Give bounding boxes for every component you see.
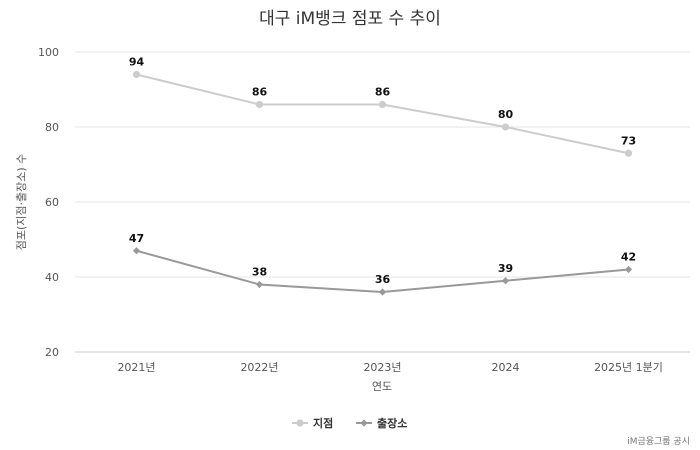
- data-point: [132, 70, 141, 79]
- data-point: [255, 280, 264, 289]
- series-1: 94 86 86 80 73: [129, 56, 636, 157]
- data-point: [378, 100, 387, 109]
- data-point: [624, 149, 633, 157]
- y-axis-label: 점포(지점·출장소) 수: [15, 154, 28, 251]
- x-tick-label: 2021년: [117, 361, 155, 374]
- y-tick-label: 60: [45, 196, 59, 209]
- data-label: 39: [498, 262, 513, 275]
- grid-lines: [75, 51, 690, 353]
- x-tick-label: 2024: [492, 361, 520, 374]
- data-point: [624, 265, 633, 274]
- series-2: 47 38 36 39 42: [129, 232, 636, 296]
- x-axis-label: 연도: [372, 380, 392, 393]
- y-tick-label: 40: [45, 271, 59, 284]
- data-label: 73: [621, 134, 636, 147]
- data-label: 86: [252, 86, 268, 99]
- series-layer: 94 86 86 80 73 47 38 36 39 42: [129, 56, 636, 296]
- legend-marker: [360, 419, 368, 427]
- x-axis-ticks: 2021년 2022년 2023년 2024 2025년 1분기: [117, 361, 662, 374]
- data-point: [255, 100, 264, 109]
- data-label: 86: [375, 86, 391, 99]
- data-label: 42: [621, 251, 636, 264]
- legend-item[interactable]: 출장소: [356, 416, 407, 430]
- x-tick-label: 2025년 1분기: [594, 361, 663, 374]
- chart-title: 대구 iM뱅크 점포 수 추이: [259, 9, 441, 29]
- data-point: [132, 247, 141, 255]
- legend: 지점 출장소: [292, 416, 407, 430]
- x-tick-label: 2023년: [363, 361, 401, 374]
- y-axis-ticks: 20 40 60 80 100: [38, 46, 59, 359]
- legend-item[interactable]: 지점: [292, 416, 333, 430]
- data-point: [501, 123, 510, 131]
- data-label: 36: [375, 273, 391, 286]
- legend-marker: [296, 419, 304, 427]
- data-label: 94: [129, 56, 145, 69]
- y-tick-label: 20: [45, 346, 59, 359]
- data-label: 47: [129, 232, 144, 245]
- data-point: [501, 277, 510, 285]
- legend-label: 출장소: [377, 416, 407, 430]
- y-tick-label: 100: [38, 46, 59, 59]
- x-tick-label: 2022년: [240, 361, 278, 374]
- data-label: 80: [498, 108, 514, 121]
- y-tick-label: 80: [45, 121, 59, 134]
- legend-label: 지점: [313, 416, 333, 430]
- source-note: iM금융그룹 공시: [627, 436, 690, 447]
- data-label: 38: [252, 266, 267, 279]
- data-point: [378, 288, 387, 296]
